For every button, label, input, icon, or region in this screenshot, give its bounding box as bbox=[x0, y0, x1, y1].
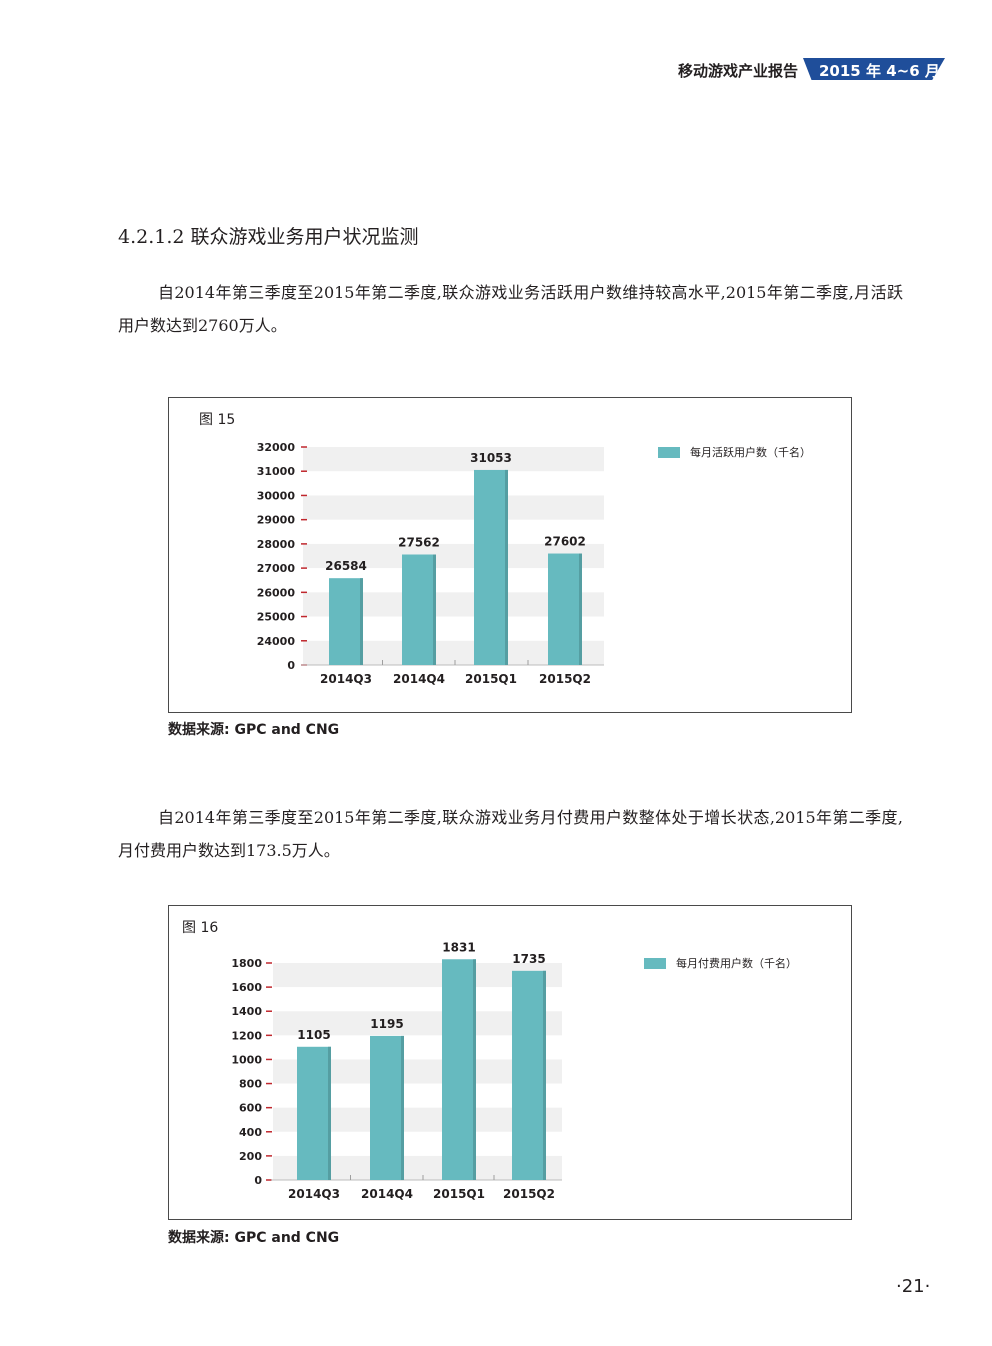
page-number: ·21· bbox=[896, 1276, 931, 1297]
data-label: 31053 bbox=[470, 451, 512, 465]
y-tick-label: 26000 bbox=[257, 586, 296, 599]
data-label: 27602 bbox=[544, 535, 586, 549]
y-tick-label: 200 bbox=[239, 1150, 262, 1163]
y-tick-label: 25000 bbox=[257, 611, 296, 624]
x-tick-label: 2014Q4 bbox=[393, 672, 445, 686]
data-label: 1195 bbox=[370, 1017, 403, 1031]
bar-shade bbox=[473, 959, 476, 1180]
report-period-badge: 2015 年 4~6 月 bbox=[803, 58, 945, 80]
figure-15-label: 图 15 bbox=[199, 412, 236, 428]
y-tick-label: 27000 bbox=[257, 562, 296, 575]
figure-15-source: 数据来源: GPC and CNG bbox=[168, 722, 340, 738]
x-tick-label: 2014Q4 bbox=[361, 1187, 413, 1201]
report-title: 移动游戏产业报告 bbox=[677, 62, 798, 80]
figure-15: 图 15 0 24000 25000 26000 27000 28000 29000 3000… bbox=[168, 397, 852, 713]
paragraph-active-users: 自2014年第三季度至2015年第二季度,联众游戏业务活跃用户数维持较高水平,2… bbox=[118, 283, 903, 335]
section-heading: 4.2.1.2 联众游戏业务用户状况监测 bbox=[118, 226, 419, 248]
data-label: 26584 bbox=[325, 559, 367, 573]
chart-monthly-paying-users: 0 200 400 600 800 1000 1200 1400 1600 1800 1105 201… bbox=[231, 940, 797, 1201]
x-tick-label: 2015Q1 bbox=[465, 672, 517, 686]
y-tick-label: 0 bbox=[254, 1174, 262, 1187]
legend-swatch bbox=[644, 958, 666, 969]
y-tick-label: 1600 bbox=[231, 981, 262, 994]
bar bbox=[512, 970, 546, 1180]
y-tick-label: 24000 bbox=[257, 635, 296, 648]
y-tick-label: 28000 bbox=[257, 538, 296, 551]
x-tick-label: 2015Q2 bbox=[503, 1187, 555, 1201]
y-tick-label: 1200 bbox=[231, 1029, 262, 1042]
y-tick-label: 31000 bbox=[257, 465, 296, 478]
bar bbox=[370, 1035, 404, 1180]
y-tick-label: 600 bbox=[239, 1102, 262, 1115]
bar-shade bbox=[433, 554, 436, 665]
bar-shade bbox=[360, 578, 363, 665]
bar-shade bbox=[401, 1035, 404, 1180]
background-band bbox=[303, 447, 604, 472]
bar-shade bbox=[579, 553, 582, 665]
bar bbox=[329, 578, 363, 665]
bar-shade bbox=[505, 469, 508, 665]
data-label: 1831 bbox=[442, 940, 475, 954]
bar-shade bbox=[543, 970, 546, 1180]
y-tick-label: 32000 bbox=[257, 441, 296, 454]
chart-monthly-active-users: 0 24000 25000 26000 27000 28000 29000 30000 3100… bbox=[257, 441, 811, 686]
y-tick-label: 1400 bbox=[231, 1005, 262, 1018]
y-tick-label: 800 bbox=[239, 1078, 262, 1091]
figure-16-source: 数据来源: GPC and CNG bbox=[168, 1230, 340, 1246]
bar bbox=[548, 553, 582, 665]
data-label: 27562 bbox=[398, 535, 440, 549]
bar-shade bbox=[328, 1046, 331, 1180]
x-tick-label: 2015Q1 bbox=[433, 1187, 485, 1201]
legend-label: 每月付费用户数（千名） bbox=[676, 956, 797, 970]
legend-swatch bbox=[658, 447, 680, 458]
bar bbox=[402, 554, 436, 665]
y-tick-label: 400 bbox=[239, 1126, 262, 1139]
background-band bbox=[303, 495, 604, 520]
y-tick-label: 29000 bbox=[257, 514, 296, 527]
y-tick-label: 1000 bbox=[231, 1053, 262, 1066]
report-period-label: 2015 年 4~6 月 bbox=[819, 62, 940, 80]
paragraph-paying-users: 自2014年第三季度至2015年第二季度,联众游戏业务月付费用户数整体处于增长状… bbox=[118, 808, 903, 860]
y-tick-label: 0 bbox=[287, 659, 295, 672]
x-tick-label: 2015Q2 bbox=[539, 672, 591, 686]
bar bbox=[442, 959, 476, 1180]
legend-label: 每月活跃用户数（千名） bbox=[690, 445, 811, 459]
data-label: 1735 bbox=[512, 952, 545, 966]
y-tick-label: 30000 bbox=[257, 489, 296, 502]
data-label: 1105 bbox=[297, 1028, 330, 1042]
figure-16-label: 图 16 bbox=[182, 920, 219, 936]
x-tick-label: 2014Q3 bbox=[288, 1187, 340, 1201]
bar bbox=[474, 469, 508, 665]
y-tick-label: 1800 bbox=[231, 957, 262, 970]
figure-16: 图 16 0 200 400 600 800 1000 1200 1400 1600 1800 11… bbox=[168, 905, 852, 1220]
x-tick-label: 2014Q3 bbox=[320, 672, 372, 686]
bar bbox=[297, 1046, 331, 1180]
